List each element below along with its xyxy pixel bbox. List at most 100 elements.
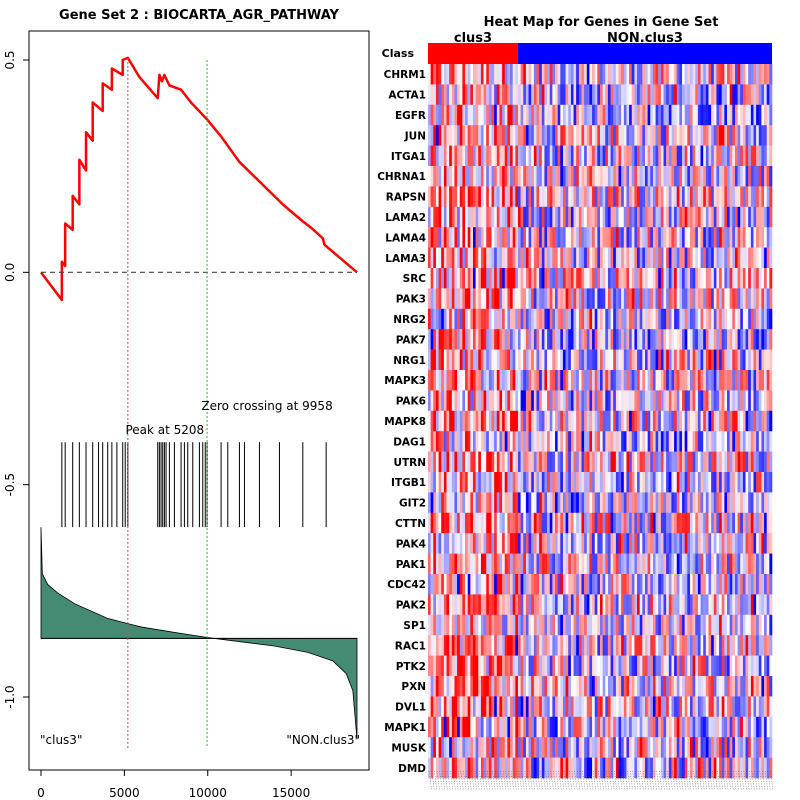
heatmap-cell bbox=[674, 64, 678, 85]
heatmap-cell bbox=[528, 410, 532, 432]
heatmap-cell bbox=[629, 104, 633, 126]
heatmap-cell bbox=[634, 349, 638, 371]
heatmap-cell bbox=[552, 655, 556, 677]
heatmap-cell bbox=[428, 431, 431, 452]
enrichment-score-line bbox=[40, 56, 358, 302]
heatmap-cell bbox=[441, 227, 445, 248]
heatmap-cell bbox=[494, 104, 498, 126]
heatmap-cell bbox=[658, 492, 662, 514]
heatmap-cell bbox=[454, 390, 458, 412]
heatmap-cell bbox=[634, 655, 638, 677]
gene-label: PAK2 bbox=[396, 600, 426, 612]
heatmap-cell bbox=[647, 676, 651, 697]
heatmap-cell bbox=[562, 512, 566, 534]
heatmap-cell bbox=[719, 308, 723, 330]
heatmap-cell bbox=[615, 410, 619, 432]
heatmap-cell bbox=[480, 676, 484, 697]
heatmap-cell bbox=[483, 370, 487, 391]
heatmap-cell bbox=[435, 125, 439, 146]
heatmap-cell bbox=[629, 635, 633, 656]
heatmap-cell bbox=[454, 288, 458, 310]
heatmap-cell bbox=[676, 104, 680, 126]
heatmap-cell bbox=[520, 247, 524, 269]
heatmap-cell bbox=[769, 145, 773, 167]
heatmap-cell bbox=[451, 472, 455, 493]
heatmap-cell bbox=[732, 614, 736, 636]
heatmap-cell bbox=[502, 676, 506, 697]
heatmap-cell bbox=[570, 64, 574, 85]
heatmap-cell bbox=[671, 370, 675, 391]
heatmap-cell bbox=[573, 268, 577, 289]
heatmap-cell bbox=[634, 472, 638, 493]
heatmap-cell bbox=[600, 696, 603, 718]
heatmap-cell bbox=[644, 696, 648, 718]
heatmap-cell bbox=[600, 349, 603, 371]
heatmap-cell bbox=[428, 737, 431, 758]
heatmap-cell bbox=[663, 451, 667, 473]
heatmap-cell bbox=[761, 370, 765, 391]
heatmap-cell bbox=[507, 104, 511, 126]
heatmap-cell bbox=[597, 247, 601, 269]
heatmap-cell bbox=[618, 737, 622, 758]
heatmap-cell bbox=[457, 574, 461, 595]
heatmap-cell bbox=[679, 308, 683, 330]
heatmap-cell bbox=[764, 390, 768, 412]
heatmap-cell bbox=[631, 614, 635, 636]
heatmap-cell bbox=[745, 410, 749, 432]
heatmap-cell bbox=[740, 206, 744, 228]
heatmap-cell bbox=[533, 635, 537, 656]
heatmap-cell bbox=[711, 655, 715, 677]
heatmap-cell bbox=[525, 492, 529, 514]
heatmap-cell bbox=[676, 553, 680, 575]
heatmap-cell bbox=[525, 206, 529, 228]
heatmap-cell bbox=[666, 64, 670, 85]
heatmap-cell bbox=[687, 186, 691, 208]
heatmap-cell bbox=[483, 635, 487, 656]
heatmap-cell bbox=[610, 186, 614, 208]
heatmap-cell bbox=[684, 247, 688, 269]
heatmap-cell bbox=[695, 492, 699, 514]
heatmap-cell bbox=[525, 84, 529, 106]
heatmap-cell bbox=[634, 492, 638, 514]
heatmap-cell bbox=[472, 349, 476, 371]
heatmap-cell bbox=[446, 676, 450, 697]
heatmap-cell bbox=[642, 757, 646, 779]
heatmap-cell bbox=[668, 288, 672, 310]
heatmap-cell bbox=[711, 757, 715, 779]
heatmap-cell bbox=[721, 206, 725, 228]
heatmap-cell bbox=[644, 553, 648, 575]
heatmap-cell bbox=[451, 329, 455, 350]
heatmap-cell bbox=[531, 696, 535, 718]
heatmap-cell bbox=[573, 492, 577, 514]
heatmap-cell bbox=[446, 166, 450, 187]
heatmap-cell bbox=[721, 716, 725, 738]
heatmap-cell bbox=[618, 329, 622, 350]
heatmap-cell bbox=[430, 247, 434, 269]
heatmap-cell bbox=[676, 635, 680, 656]
heatmap-cell bbox=[634, 329, 638, 350]
heatmap-cell bbox=[660, 104, 664, 126]
heatmap-cell bbox=[769, 206, 773, 228]
heatmap-cell bbox=[607, 451, 611, 473]
heatmap-cell bbox=[565, 512, 569, 534]
heatmap-cell bbox=[536, 533, 540, 554]
heatmap-cell bbox=[600, 492, 603, 514]
heatmap-cell bbox=[745, 390, 749, 412]
heatmap-cell bbox=[549, 594, 553, 616]
heatmap-cell bbox=[486, 635, 490, 656]
heatmap-cell bbox=[510, 716, 513, 738]
heatmap-cell bbox=[438, 308, 442, 330]
heatmap-cell bbox=[732, 349, 736, 371]
heatmap-cell bbox=[443, 308, 447, 330]
heatmap-cell bbox=[697, 390, 701, 412]
heatmap-cell bbox=[602, 716, 606, 738]
heatmap-cell bbox=[562, 288, 566, 310]
heatmap-cell bbox=[576, 125, 580, 146]
heatmap-cell bbox=[584, 553, 588, 575]
heatmap-cell bbox=[428, 166, 431, 187]
heatmap-cell bbox=[700, 574, 704, 595]
heatmap-cell bbox=[668, 308, 672, 330]
heatmap-cell bbox=[568, 329, 572, 350]
heatmap-cell bbox=[562, 553, 566, 575]
heatmap-cell bbox=[668, 757, 672, 779]
